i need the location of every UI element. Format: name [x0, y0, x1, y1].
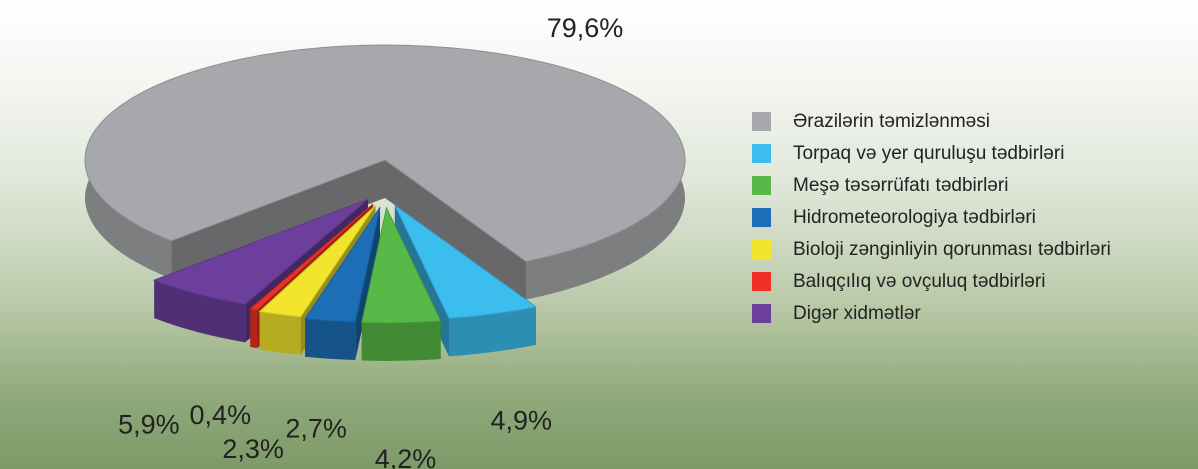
slice-side — [449, 306, 536, 357]
legend-text: Bioloji zənginliyin qorunması tədbirləri — [793, 239, 1111, 260]
slice-side — [361, 321, 441, 361]
legend-swatch — [752, 240, 771, 259]
value-label: 5,9% — [118, 409, 180, 439]
legend-swatch — [752, 272, 771, 291]
slice — [361, 206, 442, 324]
slice-group — [361, 206, 442, 361]
slice-group — [84, 44, 686, 300]
slice-side — [385, 160, 527, 300]
legend-swatch — [752, 304, 771, 323]
value-label: 4,9% — [491, 405, 553, 435]
legend-text: Meşə təsərrüfatı tədbirləri — [793, 175, 1008, 196]
slice-side — [259, 311, 301, 355]
slice-side — [305, 318, 356, 360]
slice — [249, 203, 374, 311]
slice-side — [154, 280, 246, 343]
legend-text: Balıqçılıq və ovçuluq tədbirləri — [793, 271, 1045, 292]
legend-swatch — [752, 144, 771, 163]
slice-group — [304, 207, 381, 360]
value-label: 2,7% — [285, 414, 347, 444]
value-label: 4,2% — [375, 444, 437, 469]
slice — [152, 198, 369, 305]
legend-text: Digər xidmətlər — [793, 303, 921, 324]
slice-side — [250, 308, 258, 349]
legend-swatch — [752, 208, 771, 227]
legend-swatch — [752, 112, 771, 131]
value-label: 0,4% — [190, 400, 252, 430]
legend-swatch — [752, 176, 771, 195]
value-label: 2,3% — [222, 434, 284, 464]
slice — [84, 44, 686, 263]
slice-side — [171, 160, 385, 279]
value-label: 79,6% — [547, 13, 624, 43]
legend-text: Hidrometeorologiya tədbirləri — [793, 207, 1036, 228]
slice — [258, 205, 376, 318]
legend-text: Torpaq və yer quruluşu tədbirləri — [793, 143, 1064, 164]
slice — [394, 204, 538, 319]
legend-text: Ərazilərin təmizlənməsi — [793, 111, 990, 132]
slice — [304, 207, 381, 323]
